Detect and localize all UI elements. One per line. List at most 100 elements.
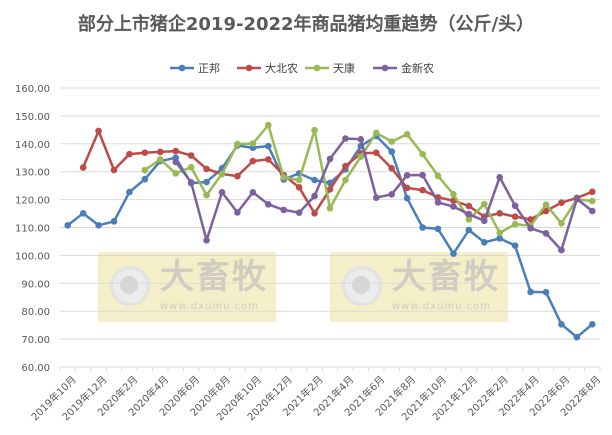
- y-tick-label: 100.00: [15, 251, 50, 262]
- data-point: [419, 224, 426, 231]
- y-tick-label: 140.00: [15, 140, 50, 151]
- data-point: [156, 148, 164, 156]
- data-point: [403, 184, 411, 192]
- y-tick-label: 90.00: [21, 279, 50, 290]
- data-point: [496, 173, 504, 181]
- data-point: [573, 195, 581, 203]
- data-point: [527, 225, 534, 232]
- data-point: [326, 204, 334, 212]
- data-point: [249, 157, 257, 165]
- data-point: [450, 203, 457, 210]
- data-point: [295, 176, 303, 184]
- data-point: [511, 242, 519, 249]
- data-point: [542, 201, 550, 208]
- y-tick-label: 70.00: [21, 335, 50, 346]
- data-point: [388, 165, 396, 172]
- watermark-url: www.dxumu.com: [160, 301, 260, 312]
- data-point: [172, 147, 180, 155]
- data-point: [249, 140, 257, 147]
- legend-marker: [381, 64, 389, 72]
- data-point: [434, 199, 442, 206]
- data-point: [203, 191, 210, 199]
- legend-label: 天康: [333, 61, 355, 75]
- data-point: [311, 209, 318, 217]
- y-tick-label: 120.00: [15, 196, 50, 207]
- data-point: [558, 246, 565, 254]
- data-point: [203, 178, 210, 186]
- legend-marker: [178, 64, 186, 72]
- data-point: [496, 235, 504, 242]
- data-point: [264, 156, 272, 163]
- watermark-logo-icon: [342, 266, 382, 306]
- data-point: [403, 194, 411, 202]
- data-point: [110, 166, 118, 174]
- data-point: [156, 156, 164, 163]
- data-point: [249, 189, 257, 196]
- y-tick-label: 160.00: [15, 84, 50, 95]
- data-point: [187, 163, 195, 171]
- data-point: [141, 149, 149, 157]
- data-point: [511, 213, 519, 220]
- data-point: [295, 209, 303, 217]
- series-line-大北农: [81, 129, 593, 221]
- data-point: [187, 152, 195, 159]
- legend-marker: [245, 64, 253, 72]
- data-point: [465, 202, 473, 210]
- data-point: [450, 190, 457, 198]
- series-line-金新农: [174, 137, 594, 252]
- data-point: [311, 176, 318, 184]
- data-point: [234, 172, 241, 180]
- data-point: [588, 188, 596, 196]
- data-point: [326, 185, 334, 193]
- data-point: [357, 136, 365, 143]
- data-point: [511, 202, 519, 210]
- data-point: [480, 217, 488, 225]
- data-point: [419, 171, 426, 179]
- data-point: [342, 135, 349, 142]
- y-tick-label: 60.00: [21, 363, 50, 374]
- data-point: [110, 218, 118, 225]
- data-point: [465, 216, 473, 223]
- data-point: [141, 175, 149, 183]
- series-line-正邦: [66, 134, 594, 339]
- data-point: [419, 150, 426, 158]
- data-point: [187, 179, 195, 186]
- data-point: [480, 238, 488, 246]
- data-point: [79, 209, 87, 217]
- data-point: [388, 138, 396, 145]
- data-point: [126, 188, 133, 196]
- data-point: [527, 216, 534, 223]
- data-point: [79, 164, 87, 171]
- data-point: [434, 172, 442, 180]
- data-point: [64, 221, 72, 229]
- data-point: [203, 165, 210, 173]
- legend-label: 金新农: [401, 61, 434, 75]
- watermark-url: www.dxumu.com: [392, 301, 492, 312]
- watermark-brand: 大畜牧: [392, 257, 500, 297]
- data-point: [218, 170, 226, 178]
- data-point: [403, 131, 411, 138]
- data-point: [588, 197, 596, 205]
- data-point: [234, 140, 241, 148]
- data-point: [450, 250, 457, 258]
- data-point: [403, 172, 411, 179]
- y-tick-label: 150.00: [15, 112, 50, 123]
- data-point: [95, 221, 102, 229]
- legend-label: 正邦: [198, 62, 220, 75]
- data-point: [558, 220, 565, 227]
- data-point: [511, 220, 519, 228]
- data-point: [357, 153, 365, 160]
- data-point: [480, 200, 488, 208]
- data-point: [326, 179, 334, 187]
- data-point: [342, 162, 349, 170]
- data-point: [573, 333, 581, 341]
- data-point: [172, 158, 180, 166]
- data-point: [326, 155, 334, 163]
- y-tick-label: 130.00: [15, 168, 50, 179]
- data-point: [542, 230, 550, 237]
- data-point: [465, 226, 473, 234]
- data-point: [496, 229, 504, 237]
- data-point: [95, 127, 102, 135]
